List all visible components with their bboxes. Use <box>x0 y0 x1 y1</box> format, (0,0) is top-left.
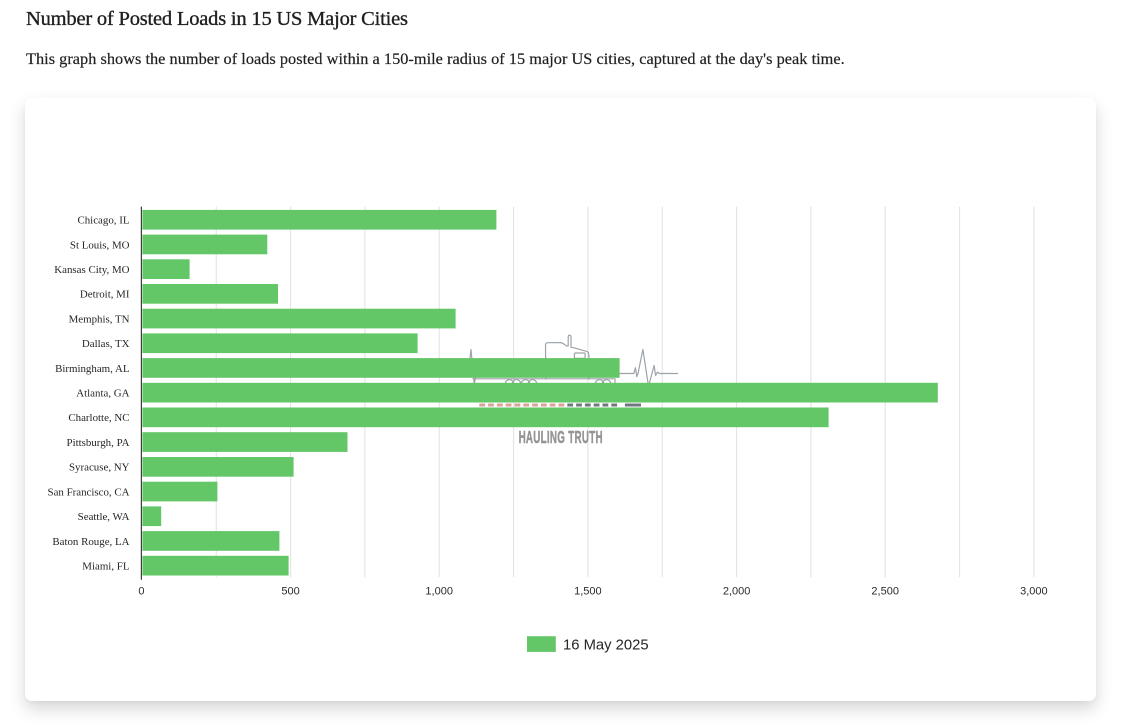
svg-text:3,000: 3,000 <box>1020 586 1048 598</box>
svg-text:St Louis, MO: St Louis, MO <box>70 239 130 251</box>
svg-text:HAULING TRUTH: HAULING TRUTH <box>519 427 603 447</box>
svg-text:San Francisco, CA: San Francisco, CA <box>48 486 130 498</box>
svg-text:Miami, FL: Miami, FL <box>82 561 129 573</box>
svg-text:2,500: 2,500 <box>871 586 899 598</box>
svg-text:1,500: 1,500 <box>574 586 602 598</box>
svg-text:Seattle, WA: Seattle, WA <box>78 511 130 523</box>
svg-text:Atlanta, GA: Atlanta, GA <box>76 388 129 400</box>
svg-text:1,000: 1,000 <box>425 586 453 598</box>
svg-text:Memphis, TN: Memphis, TN <box>69 313 130 325</box>
svg-text:Baton Rouge, LA: Baton Rouge, LA <box>52 536 129 548</box>
svg-text:Chicago, IL: Chicago, IL <box>77 215 129 227</box>
svg-text:Kansas City, MO: Kansas City, MO <box>54 264 129 276</box>
svg-text:Pittsburgh, PA: Pittsburgh, PA <box>67 437 130 449</box>
svg-text:16 May 2025: 16 May 2025 <box>563 638 649 654</box>
svg-text:Detroit, MI: Detroit, MI <box>80 289 130 301</box>
svg-text:2,000: 2,000 <box>723 586 751 598</box>
svg-text:500: 500 <box>281 586 299 598</box>
svg-text:Syracuse, NY: Syracuse, NY <box>69 462 130 474</box>
svg-text:Birmingham, AL: Birmingham, AL <box>55 363 129 375</box>
svg-text:Dallas, TX: Dallas, TX <box>82 338 130 350</box>
svg-text:Charlotte, NC: Charlotte, NC <box>68 412 129 424</box>
svg-text:0: 0 <box>138 586 144 598</box>
